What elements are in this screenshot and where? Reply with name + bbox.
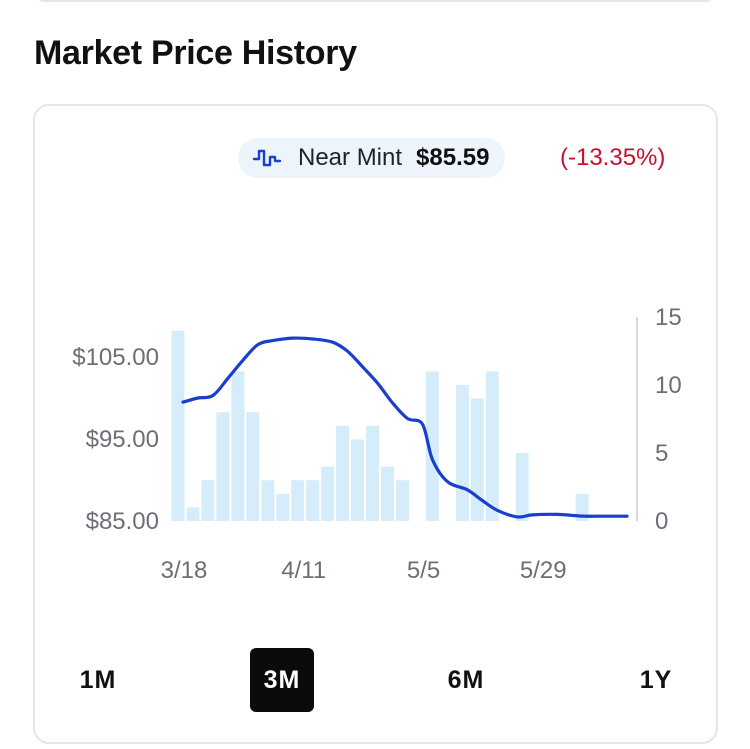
sales-bar-6	[261, 480, 275, 521]
legend-condition: Near Mint	[298, 144, 403, 171]
sales-bar-12	[351, 439, 365, 521]
sales-bar-11	[336, 425, 350, 521]
right-axis-ticks: 15 10 5 0	[655, 304, 682, 535]
left-tick-label-0: $105.00	[72, 344, 159, 371]
range-1y-button[interactable]: 1Y	[639, 665, 673, 694]
left-axis-ticks: $105.00 $95.00 $85.00	[72, 344, 159, 535]
right-tick-label-2: 5	[655, 440, 668, 467]
left-tick-label-1: $95.00	[86, 426, 159, 453]
range-6m-button[interactable]: 6M	[447, 665, 485, 694]
x-tick-label-2: 5/5	[407, 557, 440, 584]
range-1m-button[interactable]: 1M	[79, 665, 117, 694]
range-3m-button[interactable]: 3M	[250, 648, 314, 712]
sales-bar-15	[396, 480, 409, 521]
sales-bar-7	[276, 493, 290, 521]
x-tick-label-1: 4/11	[281, 557, 326, 584]
right-tick-label-1: 10	[655, 372, 682, 399]
legend-pill[interactable]: Near Mint $85.59	[238, 138, 506, 178]
right-tick-label-0: 15	[655, 304, 682, 331]
x-tick-label-3: 5/29	[520, 557, 567, 584]
sales-bar-4	[231, 371, 245, 521]
sales-bar-5	[246, 412, 260, 521]
sales-bar-3	[216, 412, 230, 521]
sales-bar-14	[381, 466, 394, 521]
sales-bars	[171, 330, 589, 521]
sales-bar-10	[321, 466, 335, 521]
legend-price: $85.59	[416, 144, 490, 171]
right-tick-label-3: 0	[655, 508, 668, 535]
x-tick-label-0: 3/18	[161, 557, 208, 584]
left-tick-label-2: $85.00	[86, 508, 159, 535]
sales-bar-19	[455, 385, 469, 521]
sales-bar-0	[171, 330, 185, 521]
sales-bar-13	[366, 425, 380, 521]
sales-bar-27	[575, 493, 589, 521]
sales-bar-21	[485, 371, 499, 521]
price-line	[181, 336, 629, 519]
step-line-icon	[252, 147, 282, 169]
sales-bar-23	[515, 453, 529, 521]
price-history-card	[33, 104, 718, 744]
section-title: Market Price History	[34, 34, 357, 72]
sales-bar-2	[201, 480, 215, 521]
sales-bar-9	[306, 480, 320, 521]
x-axis-ticks: 3/18 4/11 5/5 5/29	[161, 557, 567, 584]
price-change: (-13.35%)	[560, 144, 666, 171]
sales-bar-20	[470, 398, 484, 521]
sales-bar-1	[186, 507, 200, 521]
sales-bar-17	[425, 371, 439, 521]
sales-bar-8	[291, 480, 305, 521]
